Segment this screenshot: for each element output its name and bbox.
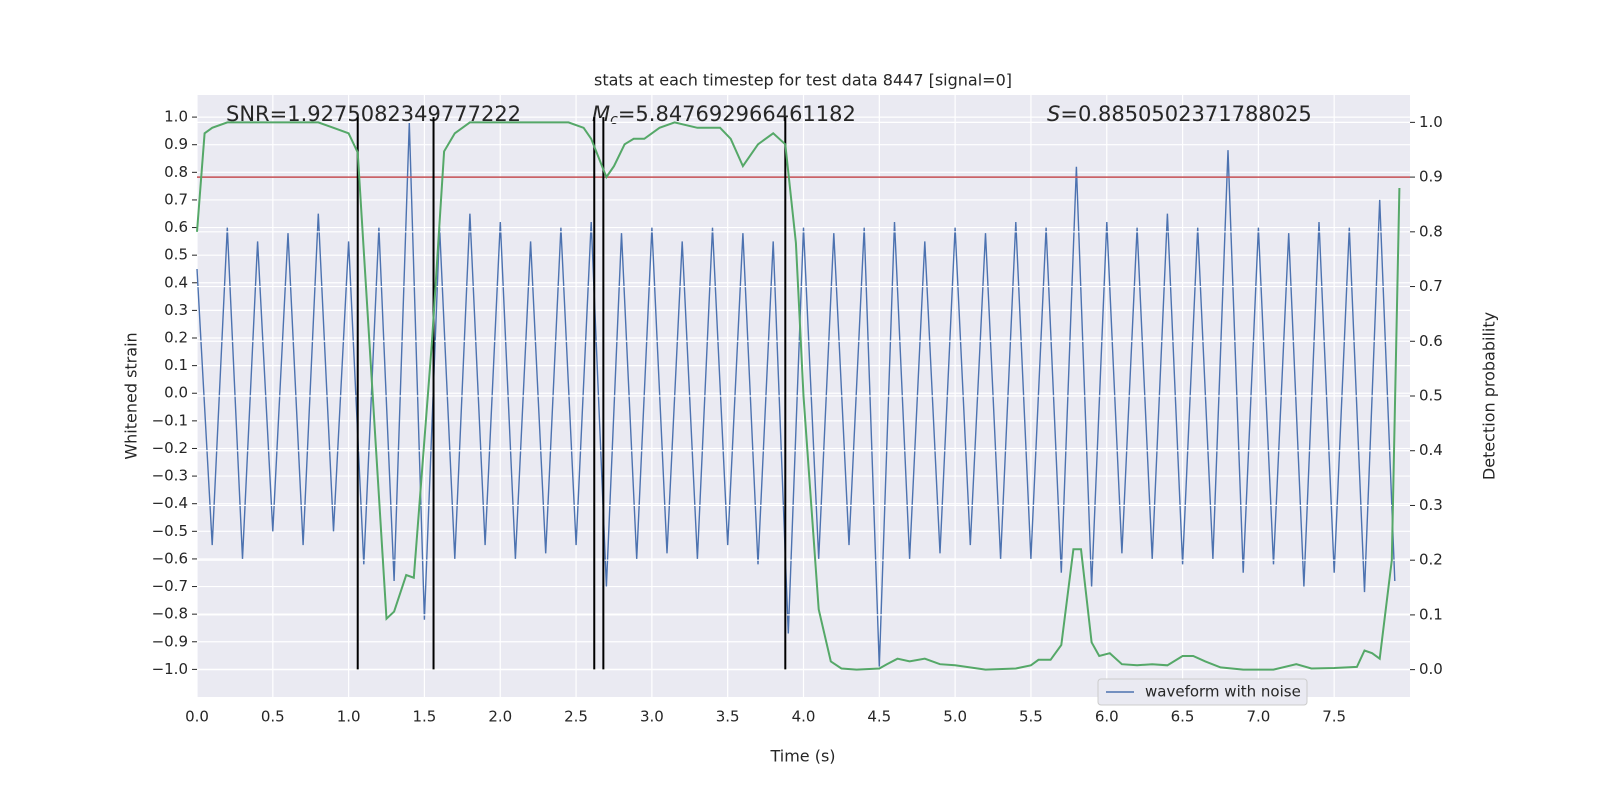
y-tick-label: −0.7 — [152, 577, 188, 595]
x-tick-label: 3.0 — [640, 708, 664, 726]
x-tick-label: 3.5 — [716, 708, 740, 726]
y2-tick-label: 0.9 — [1419, 168, 1443, 186]
x-tick-label: 4.0 — [792, 708, 816, 726]
y2-tick-label: 0.1 — [1419, 605, 1443, 623]
y-tick-label: −0.5 — [152, 522, 188, 540]
x-axis-label: Time (s) — [769, 747, 835, 766]
x-tick-label: 7.0 — [1246, 708, 1270, 726]
y2-tick-label: 0.4 — [1419, 441, 1443, 459]
x-tick-label: 7.5 — [1322, 708, 1346, 726]
legend-label: waveform with noise — [1145, 683, 1301, 701]
annotation-symbol: M — [592, 102, 610, 126]
y-tick-label: 0.0 — [164, 384, 188, 402]
x-tick-label: 1.5 — [413, 708, 437, 726]
y-tick-label: −0.4 — [152, 494, 188, 512]
plot-content — [196, 122, 1396, 667]
annotation-symbol: S — [1047, 102, 1060, 126]
legend: waveform with noise — [1097, 678, 1308, 706]
y2-tick-label: 0.8 — [1419, 222, 1443, 240]
y2-tick-label: 0.5 — [1419, 387, 1443, 405]
y-tick-label: −1.0 — [152, 660, 188, 678]
annotation-subscript: c — [610, 112, 618, 128]
x-tick-label: 6.5 — [1171, 708, 1195, 726]
waveform-line — [196, 122, 1396, 667]
y2-tick-label: 0.3 — [1419, 496, 1443, 514]
legend-box — [1097, 678, 1308, 706]
y2-tick-label: 0.0 — [1419, 660, 1443, 678]
y2-axis-label: Detection probability — [1480, 312, 1499, 480]
y-tick-label: 0.9 — [164, 135, 188, 153]
x-tick-label: 5.0 — [943, 708, 967, 726]
y2-tick-label: 1.0 — [1419, 113, 1443, 131]
y-tick-label: −0.1 — [152, 411, 188, 429]
y-tick-label: −0.6 — [152, 549, 188, 567]
y-tick-label: 0.1 — [164, 356, 188, 374]
y-tick-label: 0.7 — [164, 190, 188, 208]
chart-title: stats at each timestep for test data 844… — [594, 71, 1012, 90]
y-axis-label: Whitened strain — [122, 332, 141, 459]
x-tick-label: 1.0 — [337, 708, 361, 726]
x-tick-label: 2.5 — [564, 708, 588, 726]
y-tick-label: −0.9 — [152, 632, 188, 650]
y-tick-label: 0.5 — [164, 246, 188, 264]
y-tick-label: 0.8 — [164, 163, 188, 181]
x-tick-label: 4.5 — [867, 708, 891, 726]
x-tick-label: 5.5 — [1019, 708, 1043, 726]
y2-tick-label: 0.6 — [1419, 332, 1443, 350]
y-tick-label: 0.4 — [164, 273, 188, 291]
x-tick-label: 2.0 — [488, 708, 512, 726]
x-tick-label: 0.5 — [261, 708, 285, 726]
y-tick-label: −0.8 — [152, 605, 188, 623]
y2-tick-label: 0.2 — [1419, 551, 1443, 569]
y-tick-label: 1.0 — [164, 108, 188, 126]
probability-line — [196, 121, 1401, 671]
y-tick-label: 0.6 — [164, 218, 188, 236]
annotation: Mc=5.847692966461182 — [592, 102, 856, 128]
y-tick-label: −0.3 — [152, 467, 188, 485]
x-tick-label: 0.0 — [185, 708, 209, 726]
y-tick-label: −0.2 — [152, 439, 188, 457]
x-tick-label: 6.0 — [1095, 708, 1119, 726]
y-tick-label: 0.3 — [164, 301, 188, 319]
y-tick-label: 0.2 — [164, 329, 188, 347]
y2-tick-label: 0.7 — [1419, 277, 1443, 295]
